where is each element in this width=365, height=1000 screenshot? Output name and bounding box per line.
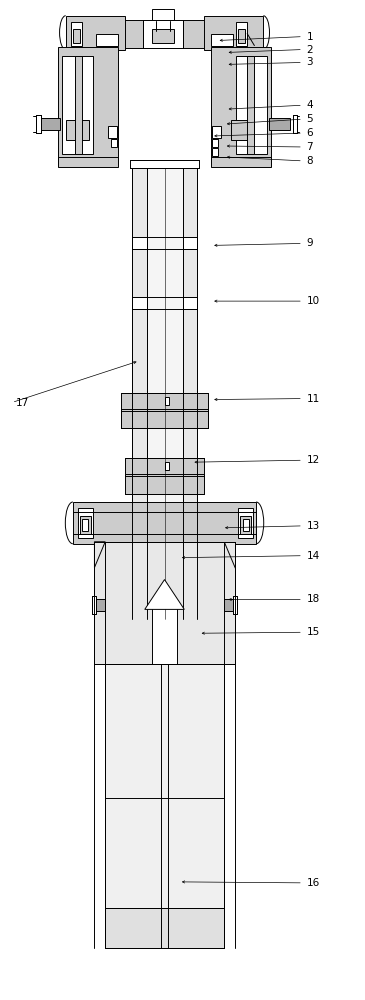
- Bar: [242, 519, 249, 531]
- Text: 17: 17: [15, 398, 28, 408]
- Bar: [105, 908, 224, 948]
- Text: 4: 4: [307, 100, 313, 110]
- Text: 2: 2: [307, 45, 313, 55]
- Bar: [92, 596, 96, 614]
- Bar: [269, 118, 290, 130]
- Bar: [238, 508, 253, 538]
- Bar: [237, 56, 267, 154]
- Bar: [125, 474, 204, 494]
- Bar: [293, 115, 297, 133]
- Bar: [108, 126, 117, 138]
- Bar: [233, 596, 237, 614]
- Bar: [58, 157, 118, 167]
- Bar: [211, 47, 270, 164]
- Bar: [182, 297, 197, 309]
- Text: 7: 7: [307, 142, 313, 152]
- Text: 10: 10: [307, 296, 320, 306]
- Bar: [231, 120, 254, 140]
- Bar: [73, 29, 80, 43]
- Bar: [212, 139, 218, 147]
- Bar: [147, 168, 182, 619]
- Text: 14: 14: [307, 551, 320, 561]
- Bar: [62, 56, 93, 154]
- Bar: [212, 148, 218, 156]
- Bar: [73, 502, 256, 544]
- Polygon shape: [224, 542, 235, 568]
- Bar: [36, 115, 41, 133]
- Bar: [39, 118, 60, 130]
- Bar: [233, 596, 237, 614]
- Polygon shape: [145, 580, 184, 609]
- Bar: [105, 664, 224, 913]
- Bar: [125, 458, 204, 476]
- Bar: [66, 120, 89, 140]
- Bar: [75, 56, 82, 154]
- Bar: [71, 22, 82, 46]
- Text: 5: 5: [307, 114, 313, 124]
- Polygon shape: [95, 542, 105, 568]
- Bar: [165, 397, 169, 405]
- Bar: [212, 126, 221, 138]
- Bar: [211, 157, 270, 167]
- Bar: [92, 596, 96, 614]
- Bar: [224, 599, 235, 611]
- Bar: [122, 409, 208, 428]
- Bar: [78, 508, 93, 538]
- Bar: [130, 160, 199, 168]
- Text: 15: 15: [307, 627, 320, 637]
- Bar: [58, 47, 118, 164]
- Bar: [143, 20, 182, 48]
- Bar: [95, 542, 235, 664]
- Text: 11: 11: [307, 394, 320, 404]
- Bar: [182, 237, 197, 249]
- Bar: [165, 462, 169, 470]
- Text: 12: 12: [307, 455, 320, 465]
- Text: 8: 8: [307, 156, 313, 166]
- Bar: [211, 34, 233, 46]
- Bar: [132, 237, 147, 249]
- Bar: [152, 9, 173, 23]
- Bar: [182, 168, 197, 619]
- Bar: [66, 16, 125, 50]
- Bar: [96, 34, 118, 46]
- Text: 3: 3: [307, 57, 313, 67]
- Text: 13: 13: [307, 521, 320, 531]
- Text: 16: 16: [307, 878, 320, 888]
- Bar: [204, 16, 264, 50]
- Bar: [122, 393, 208, 410]
- Bar: [240, 516, 251, 534]
- Bar: [293, 115, 297, 133]
- Bar: [238, 29, 245, 43]
- Text: 1: 1: [307, 32, 313, 42]
- Bar: [132, 297, 147, 309]
- Bar: [247, 56, 254, 154]
- Bar: [36, 115, 41, 133]
- Bar: [82, 20, 247, 48]
- Bar: [152, 608, 177, 664]
- Bar: [237, 22, 247, 46]
- Bar: [111, 139, 117, 147]
- Text: 6: 6: [307, 128, 313, 138]
- Text: 18: 18: [307, 594, 320, 604]
- Bar: [95, 599, 105, 611]
- Bar: [82, 519, 88, 531]
- Bar: [80, 516, 91, 534]
- Bar: [155, 21, 170, 31]
- Bar: [152, 29, 173, 43]
- Bar: [132, 168, 147, 619]
- Text: 9: 9: [307, 238, 313, 248]
